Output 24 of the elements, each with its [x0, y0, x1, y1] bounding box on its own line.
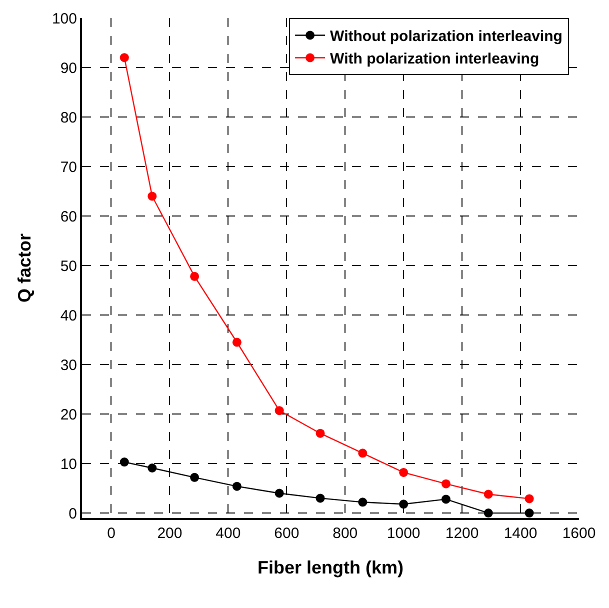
- x-tick-label: 1400: [504, 525, 538, 542]
- y-axis-title: Q factor: [14, 233, 35, 303]
- x-tick-label: 400: [216, 525, 241, 542]
- y-tick-label: 20: [60, 406, 77, 424]
- x-tick-label: 0: [107, 525, 116, 542]
- y-tick-label: 70: [60, 158, 77, 176]
- x-tick-label: 200: [157, 525, 182, 542]
- x-tick-label: 1600: [562, 525, 596, 542]
- y-tick-label: 60: [60, 208, 77, 226]
- legend-label: Without polarization interleaving: [330, 28, 562, 46]
- y-tick-label: 30: [60, 356, 77, 374]
- y-tick-label: 0: [68, 505, 77, 522]
- y-tick-label: 100: [52, 10, 77, 28]
- x-tick-label: 1000: [386, 525, 420, 542]
- legend-label: With polarization interleaving: [330, 50, 540, 68]
- y-tick-label: 10: [60, 456, 77, 473]
- y-tick-label: 90: [60, 60, 77, 77]
- x-tick-label: 1200: [445, 525, 479, 542]
- x-tick-label: 800: [332, 525, 358, 542]
- x-tick-label: 600: [274, 525, 300, 542]
- y-tick-label: 40: [60, 307, 77, 324]
- y-tick-label: 80: [60, 109, 77, 126]
- x-axis-title: Fiber length (km): [257, 558, 404, 578]
- y-tick-label: 50: [60, 258, 77, 275]
